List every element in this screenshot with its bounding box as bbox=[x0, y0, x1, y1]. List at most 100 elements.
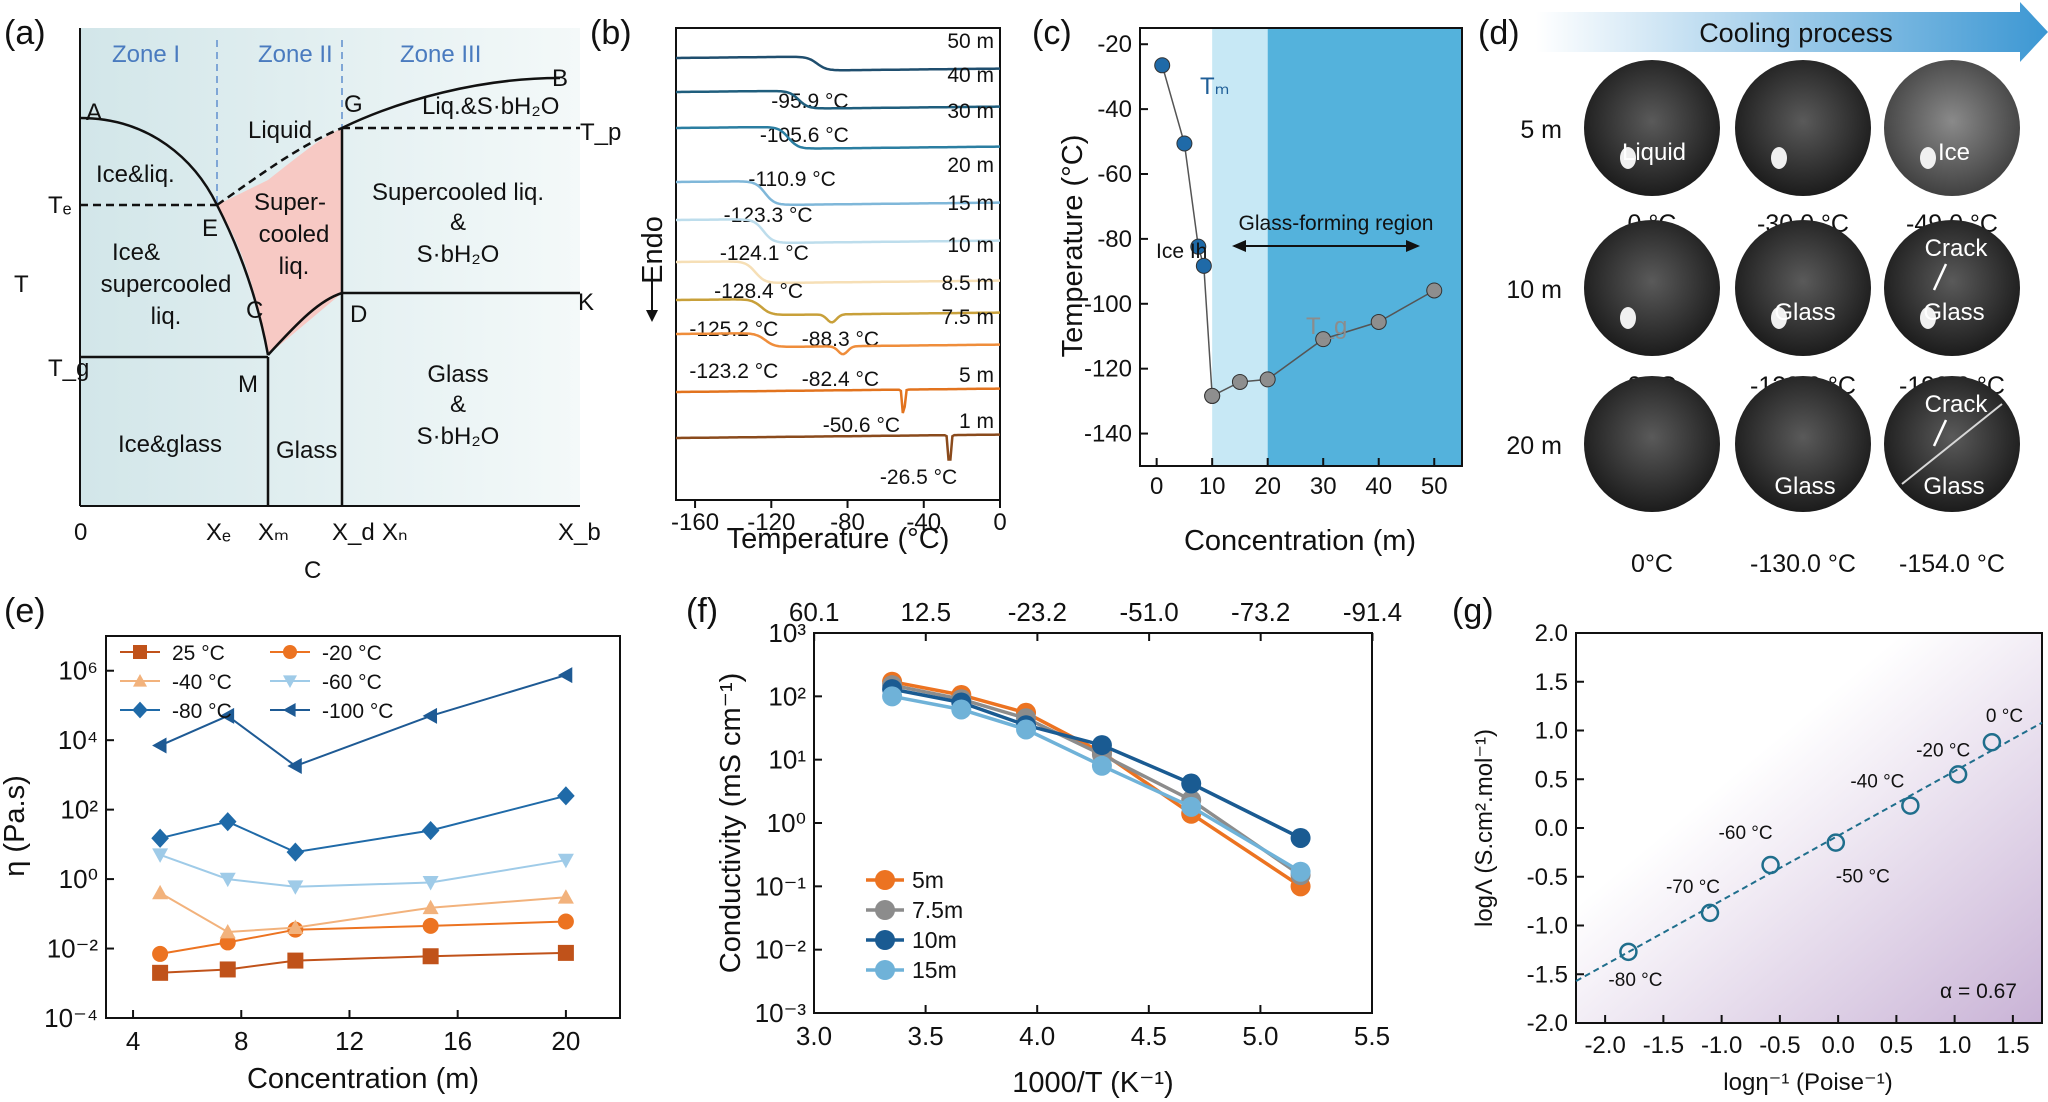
walden-point-label: 0 °C bbox=[1986, 706, 2023, 727]
viscosity-point bbox=[218, 812, 237, 832]
viscosity-x-tick-label: 12 bbox=[335, 1026, 364, 1056]
crack-label: Crack bbox=[1925, 391, 1989, 418]
point-c: C bbox=[246, 297, 263, 324]
legend-marker bbox=[283, 675, 297, 688]
walden-point bbox=[1700, 903, 1720, 923]
photo-temperature: 0°C bbox=[1631, 550, 1673, 578]
tm-tg-x-tick-label: 40 bbox=[1365, 473, 1392, 500]
dsc-x-tick-label: -40 bbox=[906, 509, 941, 536]
photo-grid: 5 mLiquid0 °C-30.0 °CIce-49.0 °C10 m0 °C… bbox=[1506, 60, 2020, 578]
dsc-curve-label: 20 m bbox=[947, 154, 994, 177]
x-label-xb: X_b bbox=[558, 519, 601, 546]
viscosity-y-tick-label: 10⁰ bbox=[59, 864, 98, 894]
dsc-curve bbox=[676, 125, 1000, 150]
region-glass-s-2: & bbox=[450, 391, 466, 418]
cooling-photos: Cooling process 5 mLiquid0 °C-30.0 °CIce… bbox=[1506, 2, 2048, 578]
dsc-curve-label: 8.5 m bbox=[941, 272, 994, 295]
endo-arrow-head bbox=[646, 310, 658, 322]
photo-row-label: 10 m bbox=[1506, 276, 1562, 304]
region-sc-s-1: Supercooled liq. bbox=[372, 179, 544, 206]
walden-point-label: -70 °C bbox=[1666, 877, 1720, 898]
walden-y-tick-label: -0.5 bbox=[1527, 864, 1568, 891]
conductivity-y-tick-label: 10² bbox=[768, 681, 806, 711]
walden-y-tick-label: 2.0 bbox=[1535, 620, 1568, 647]
region-sc-s-2: & bbox=[450, 209, 466, 236]
tm-tg-point bbox=[1176, 135, 1193, 152]
walden-data: -80 °C -70 °C -60 °C -50 °C -40 °C -20 °C 0 °C bbox=[1575, 706, 2043, 991]
walden-y-tick-label: 1.0 bbox=[1535, 718, 1568, 745]
conductivity-top-tick-label: -91.4 bbox=[1343, 597, 1402, 627]
legend-marker bbox=[875, 900, 895, 920]
viscosity-y-tick-label: 10⁻² bbox=[47, 934, 99, 964]
dsc-annotation: -26.5 °C bbox=[880, 466, 957, 489]
legend-marker bbox=[133, 645, 147, 659]
viscosity-x-title: Concentration (m) bbox=[247, 1063, 479, 1095]
conductivity-legend: 5m 7.5m 10m 15m bbox=[866, 867, 963, 983]
conductivity-y-title: Conductivity (mS cm⁻¹) bbox=[715, 673, 747, 974]
dsc-chart: 50 m-95.9 °C40 m-105.6 °C30 m-110.9 °C20… bbox=[637, 27, 1007, 555]
dsc-curve bbox=[676, 260, 1000, 285]
walden-y-tick-label: 0.5 bbox=[1535, 766, 1568, 793]
conductivity-point bbox=[1181, 773, 1202, 794]
walden-chart: -2.0 -1.5 -1.0 -0.5 0.0 0.5 1.0 1.5 2.0 1.5 1.0 0.5… bbox=[1471, 620, 2043, 1096]
conductivity-series-line bbox=[891, 679, 1302, 888]
dsc-curve bbox=[676, 298, 1000, 324]
walden-x-title: logη⁻¹ (Poise⁻¹) bbox=[1723, 1069, 1892, 1096]
panel-label-d: (d) bbox=[1478, 14, 1520, 52]
walden-x-tick-label: 1.5 bbox=[1996, 1032, 2029, 1059]
dsc-annotation: -82.4 °C bbox=[802, 368, 879, 391]
tm-tg-y-tick-label: -140 bbox=[1084, 421, 1132, 448]
photo-row-label: 20 m bbox=[1506, 432, 1562, 460]
sample-photo bbox=[1884, 60, 2020, 196]
conductivity-point bbox=[951, 699, 972, 720]
legend-label: 7.5m bbox=[912, 897, 963, 923]
photo-highlight bbox=[1620, 147, 1636, 169]
walden-point-label: -60 °C bbox=[1719, 823, 1773, 844]
tm-tg-point bbox=[1204, 387, 1221, 404]
conductivity-top-tick-label: -51.0 bbox=[1119, 597, 1178, 627]
legend-label: 15m bbox=[912, 957, 957, 983]
conductivity-x-tick-label: 4.0 bbox=[1019, 1021, 1055, 1051]
sample-photo bbox=[1735, 220, 1871, 356]
conductivity-x-tick-label: 5.5 bbox=[1354, 1021, 1390, 1051]
dsc-curve bbox=[676, 89, 1000, 110]
viscosity-point bbox=[219, 707, 235, 724]
legend-marker bbox=[875, 870, 895, 890]
photo-temperature: -130.0 °C bbox=[1750, 550, 1856, 578]
tm-tg-x-tick-label: 20 bbox=[1254, 473, 1281, 500]
conductivity-top-tick-label: 12.5 bbox=[900, 597, 951, 627]
cooling-process-title: Cooling process bbox=[1699, 18, 1893, 48]
legend-label: -100 °C bbox=[322, 700, 393, 723]
viscosity-point bbox=[287, 952, 304, 969]
viscosity-point bbox=[422, 917, 439, 934]
tm-tg-y-title: Temperature (°C) bbox=[1057, 135, 1089, 358]
dsc-annotation: -125.2 °C bbox=[689, 318, 778, 341]
viscosity-point bbox=[152, 945, 169, 962]
dsc-curve-label: 10 m bbox=[947, 234, 994, 257]
viscosity-point bbox=[287, 919, 304, 935]
walden-point bbox=[1826, 833, 1846, 852]
viscosity-ticks: 4 8 12 16 20 10⁻⁴ 10⁻² 10⁰ 10² 10⁴ 10⁶ bbox=[44, 656, 580, 1056]
viscosity-series-line bbox=[159, 853, 567, 888]
viscosity-point bbox=[422, 899, 439, 915]
walden-point bbox=[1619, 942, 1638, 962]
photo-temperature: -154.0 °C bbox=[1899, 550, 2005, 578]
solubility-curve bbox=[216, 126, 343, 207]
dsc-curve bbox=[676, 433, 1000, 461]
zone-3-label: Zone III bbox=[400, 41, 481, 68]
photo-row-label: 5 m bbox=[1520, 116, 1562, 144]
x-label-0: 0 bbox=[74, 519, 87, 546]
tm-tg-point bbox=[1231, 373, 1248, 390]
ice-ih-label: Ice Ih bbox=[1156, 240, 1207, 263]
y-label-te: Tₑ bbox=[48, 192, 72, 219]
legend-label: -60 °C bbox=[322, 671, 382, 694]
x-label-xe: Xₑ bbox=[206, 519, 231, 546]
conductivity-ticks: 3.0 3.5 4.0 4.5 5.0 5.5 10⁻³ 10⁻² 10⁻¹ 10⁰ 10¹ 10² 1… bbox=[755, 597, 1402, 1051]
walden-alpha: α = 0.67 bbox=[1940, 980, 2017, 1003]
panel-label-e: (e) bbox=[4, 592, 46, 630]
conductivity-x-tick-label: 4.5 bbox=[1131, 1021, 1167, 1051]
viscosity-point bbox=[152, 884, 169, 900]
region-ice-glass: Ice&glass bbox=[118, 431, 222, 458]
walden-point bbox=[1901, 796, 1920, 815]
dsc-frame bbox=[675, 27, 1001, 501]
